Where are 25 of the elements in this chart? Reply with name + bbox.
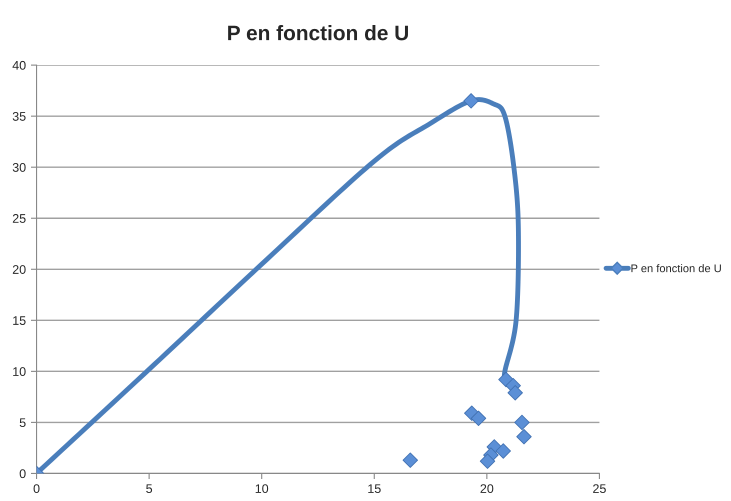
point xyxy=(402,452,418,468)
y-tick-label: 5 xyxy=(20,418,26,428)
x-tick-label: 5 xyxy=(146,484,152,494)
y-tick-label: 30 xyxy=(12,163,26,172)
y-tick-label: 40 xyxy=(12,60,26,70)
point xyxy=(514,414,530,430)
point xyxy=(516,428,532,444)
point xyxy=(470,410,486,426)
point xyxy=(496,443,511,459)
y-tick-label: 15 xyxy=(13,316,26,325)
y-tick-label: 20 xyxy=(12,265,26,274)
point xyxy=(463,93,479,109)
y-tick-label: 25 xyxy=(12,214,26,223)
point xyxy=(508,385,523,401)
x-tick-label: 10 xyxy=(256,484,268,494)
chart-title: P en fonction de U xyxy=(228,25,408,40)
legend-label: P en fonction de U xyxy=(631,264,721,272)
y-tick-label: 35 xyxy=(12,112,26,121)
y-tick-label: 10 xyxy=(13,367,26,376)
y-tick-label: 0 xyxy=(20,469,26,478)
point xyxy=(480,453,496,469)
x-tick-label: 15 xyxy=(368,484,381,494)
x-tick-label: 0 xyxy=(34,484,40,494)
x-tick-label: 25 xyxy=(593,484,606,494)
x-tick-label: 20 xyxy=(480,484,494,494)
